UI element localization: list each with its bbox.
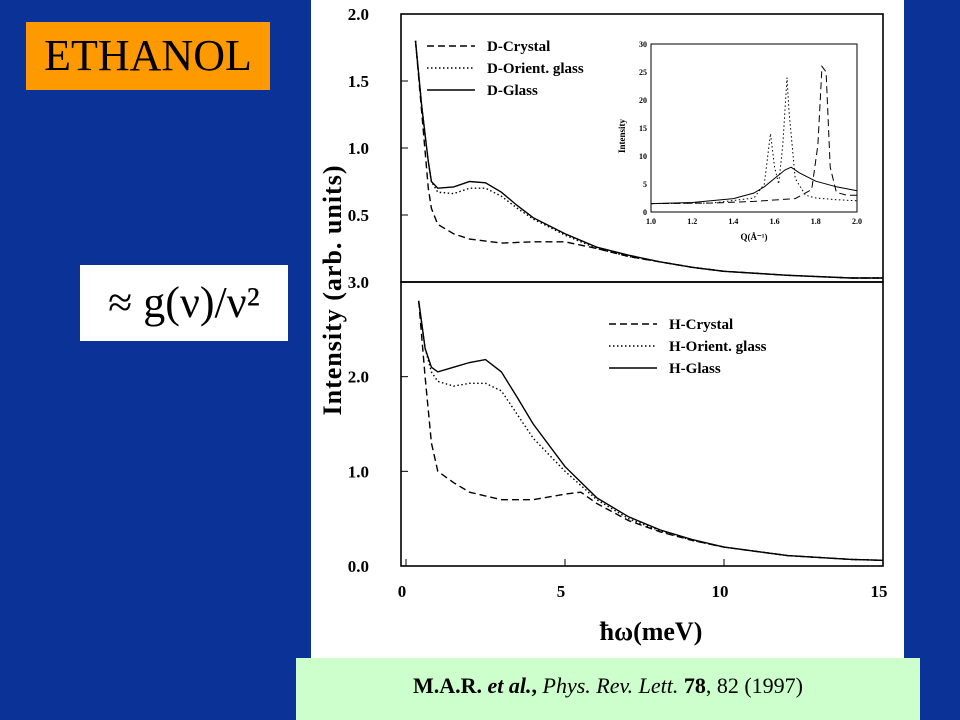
bottom-y-tick-label: 1.0 <box>348 462 369 481</box>
formula-label: ≈ g(ν)/ν² <box>80 265 288 341</box>
top-legend-label: D-Glass <box>487 83 538 99</box>
top-y-tick-label: 2.0 <box>348 5 369 24</box>
bottom-y-tick-label: 0.0 <box>348 557 369 576</box>
top-series-d-glass <box>414 40 883 279</box>
citation-authors: M.A.R. <box>412 673 483 698</box>
top-panel-frame <box>400 13 884 283</box>
inset-x-tick-label: 1.2 <box>687 217 697 226</box>
inset-frame <box>650 43 858 213</box>
inset-y-tick-label: 15 <box>639 124 647 133</box>
inset-y-tick-label: 20 <box>639 96 647 105</box>
citation-journal: Phys. Rev. Lett. <box>542 673 679 698</box>
top-legend-label: D-Crystal <box>487 39 550 55</box>
inset-x-label: Q(Å⁻¹) <box>741 232 768 242</box>
bottom-x-tick-label: 5 <box>557 582 566 601</box>
inset-x-tick-label: 1.8 <box>811 217 821 226</box>
bottom-series-h-crystal <box>418 300 884 561</box>
bottom-legend-label: H-Crystal <box>669 317 733 333</box>
top-y-tick-label: 1.5 <box>348 72 369 91</box>
bottom-series-h-glass <box>418 300 884 561</box>
citation-pages-year: , 82 (1997) <box>705 673 804 698</box>
bottom-x-tick-label: 15 <box>871 582 888 601</box>
y-axis-label: Intensity (arb. units) <box>318 165 347 416</box>
citation-box: M.A.R. et al., Phys. Rev. Lett. 78, 82 (… <box>296 658 920 720</box>
x-axis-label: ħω(meV) <box>600 617 703 646</box>
top-y-tick-label: 1.0 <box>348 139 369 158</box>
page-title: ETHANOL <box>26 22 270 90</box>
bottom-x-tick-label: 0 <box>398 582 407 601</box>
inset-y-tick-label: 30 <box>639 40 647 49</box>
bottom-legend-label: H-Orient. glass <box>669 339 767 355</box>
figure-panel: 0.5 1.0 1.5 2.0 0.0 1.0 2.0 3.0 0 5 10 15 1.0 1.2 1.4 1… <box>311 0 904 658</box>
top-series-d-orient-glass <box>414 40 883 279</box>
spectra-figure: 0.5 1.0 1.5 2.0 0.0 1.0 2.0 3.0 0 5 10 15 1.0 1.2 1.4 1… <box>318 5 888 646</box>
citation-volume: 78 <box>683 673 706 698</box>
inset-y-tick-label: 25 <box>639 68 647 77</box>
bottom-x-tick-label: 10 <box>712 582 729 601</box>
bottom-series-h-orient-glass <box>418 300 884 561</box>
inset-y-label: Intensity <box>617 119 627 154</box>
citation-etal: et al. <box>487 673 532 698</box>
inset-x-tick-label: 1.0 <box>646 217 656 226</box>
citation-comma: , <box>531 673 538 698</box>
top-y-tick-label: 0.5 <box>348 206 369 225</box>
bottom-panel-frame <box>400 281 884 567</box>
inset-series-2 <box>650 166 858 205</box>
inset-x-tick-label: 2.0 <box>852 217 862 226</box>
bottom-y-tick-label: 3.0 <box>348 273 369 292</box>
bottom-legend-label: H-Glass <box>669 361 721 377</box>
inset-series-1 <box>650 77 858 205</box>
inset-series-0 <box>650 64 857 205</box>
inset-y-tick-label: 5 <box>643 180 647 189</box>
inset-x-tick-label: 1.4 <box>728 217 738 226</box>
top-series-d-crystal <box>414 40 883 279</box>
inset-x-tick-label: 1.6 <box>770 217 780 226</box>
inset-y-tick-label: 10 <box>639 152 647 161</box>
bottom-y-tick-label: 2.0 <box>348 368 369 387</box>
inset-y-tick-label: 0 <box>643 208 647 217</box>
top-legend-label: D-Orient. glass <box>487 61 584 77</box>
